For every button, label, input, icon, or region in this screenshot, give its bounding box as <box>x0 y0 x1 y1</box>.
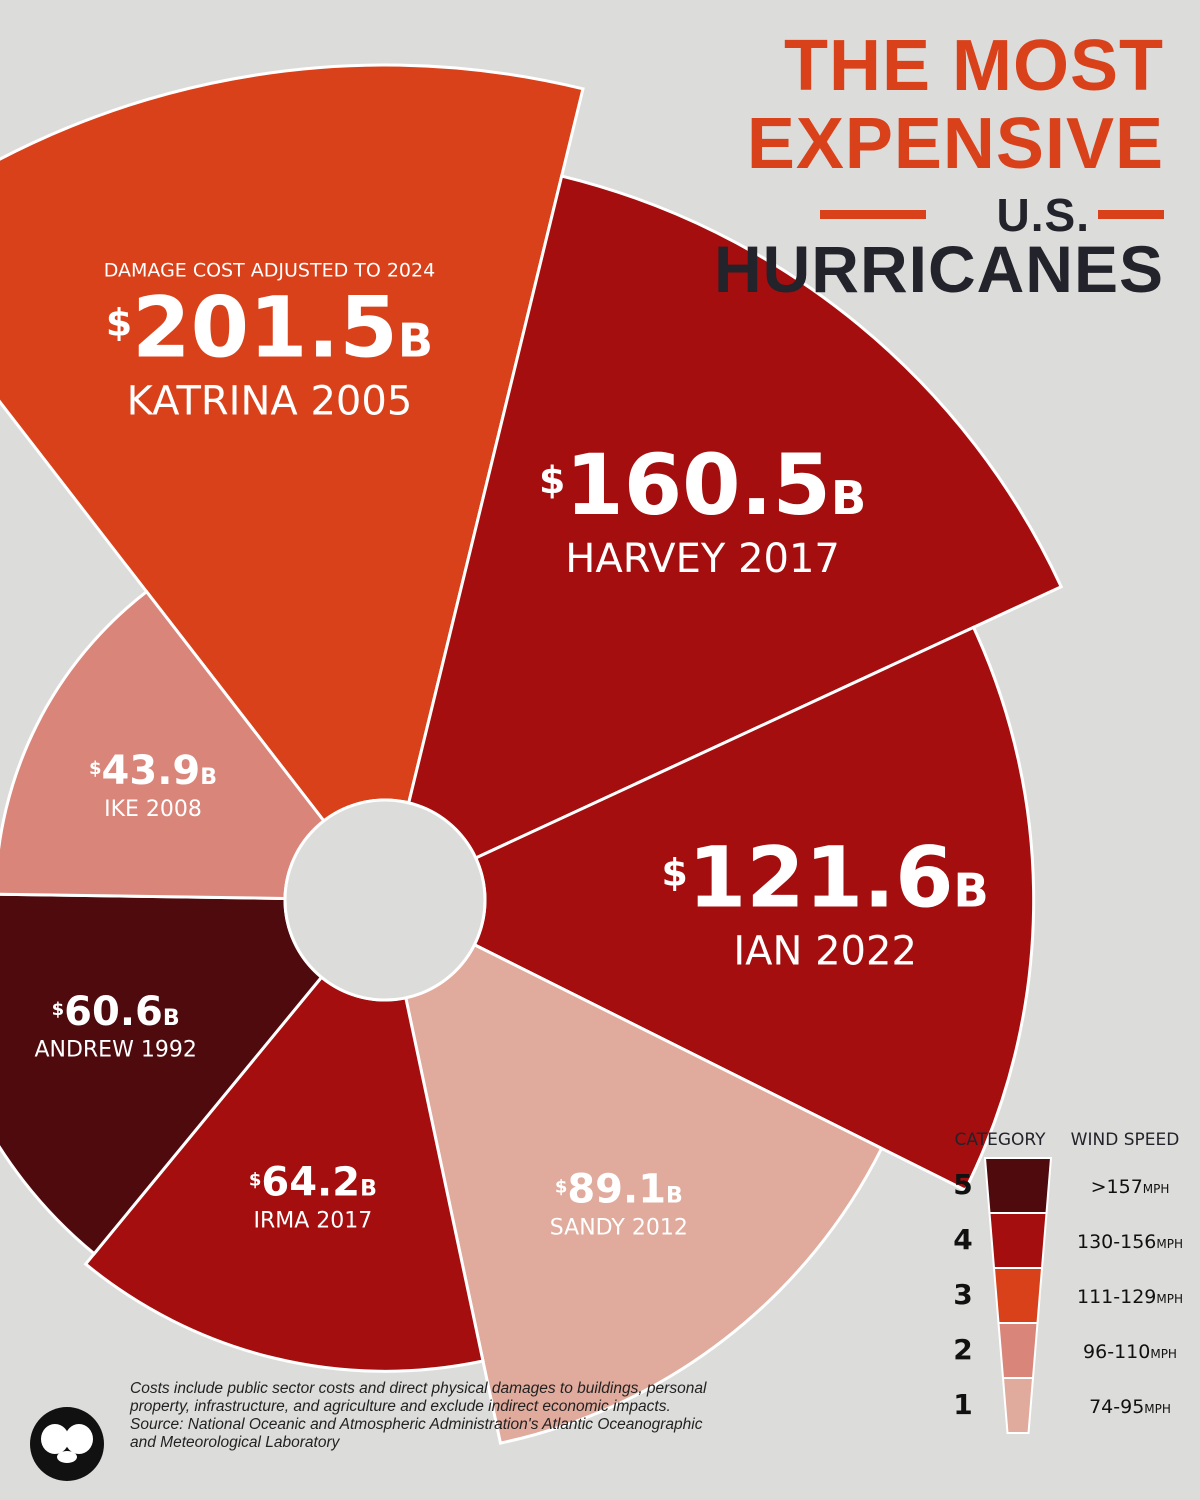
legend-swatch-cat1 <box>1001 1377 1035 1434</box>
title-line-2: EXPENSIVE <box>746 104 1164 184</box>
value-label-ike-2008: $43.9B <box>89 748 217 794</box>
footnote: Costs include public sector costs and di… <box>130 1380 850 1452</box>
value-label-sandy-2012: $89.1B <box>555 1166 683 1212</box>
value-label-harvey-2017: $160.5B <box>539 436 866 534</box>
legend-swatch-cat5 <box>983 1157 1053 1214</box>
legend-speed-5: >157MPH <box>1091 1176 1170 1198</box>
name-label-katrina-2005: KATRINA 2005 <box>127 378 413 424</box>
footnote-line-4: and Meteorological Laboratory <box>130 1434 340 1451</box>
title-bar-right <box>1098 210 1164 219</box>
center-hole <box>283 798 487 1002</box>
name-label-sandy-2012: SANDY 2012 <box>550 1215 688 1240</box>
legend-category-3: 3 <box>953 1278 972 1311</box>
legend-speed-1: 74-95MPH <box>1089 1396 1171 1418</box>
value-label-irma-2017: $64.2B <box>249 1160 377 1206</box>
slices-group <box>0 63 1064 1445</box>
legend-category-1: 1 <box>953 1388 972 1421</box>
footnote-line-3: Source: National Oceanic and Atmospheric… <box>130 1416 703 1433</box>
legend-category-header: CATEGORY <box>955 1130 1047 1150</box>
name-label-andrew-1992: ANDREW 1992 <box>34 1038 196 1063</box>
title-line-4: HURRICANES <box>713 232 1164 306</box>
legend-swatch-cat3 <box>992 1267 1044 1324</box>
legend-speed-2: 96-110MPH <box>1083 1341 1177 1363</box>
name-label-ike-2008: IKE 2008 <box>104 797 202 822</box>
legend-swatch-cat2 <box>997 1322 1039 1379</box>
value-label-andrew-1992: $60.6B <box>52 989 180 1035</box>
value-label-katrina-2005: $201.5B <box>106 278 433 376</box>
footnote-line-2: property, infrastructure, and agricultur… <box>130 1398 671 1415</box>
value-label-ian-2022: $121.6B <box>662 829 989 927</box>
title-line-1: THE MOST <box>784 26 1164 106</box>
legend-wind-header: WIND SPEED <box>1071 1130 1180 1150</box>
legend-speed-4: 130-156MPH <box>1077 1231 1183 1253</box>
name-label-ian-2022: IAN 2022 <box>733 929 917 975</box>
name-label-harvey-2017: HARVEY 2017 <box>565 536 840 582</box>
brand-logo-icon <box>30 1407 104 1481</box>
legend-speed-3: 111-129MPH <box>1077 1286 1183 1308</box>
name-label-irma-2017: IRMA 2017 <box>253 1208 372 1233</box>
legend-category-4: 4 <box>953 1223 972 1256</box>
footnote-line-1: Costs include public sector costs and di… <box>130 1380 707 1397</box>
legend-swatch-cat4 <box>988 1212 1048 1269</box>
title-bar-left <box>820 210 926 219</box>
legend-category-2: 2 <box>953 1333 972 1366</box>
title-line-3: U.S. <box>996 189 1090 241</box>
legend-category-5: 5 <box>953 1168 972 1201</box>
subtitle: DAMAGE COST ADJUSTED TO 2024 <box>104 260 435 282</box>
